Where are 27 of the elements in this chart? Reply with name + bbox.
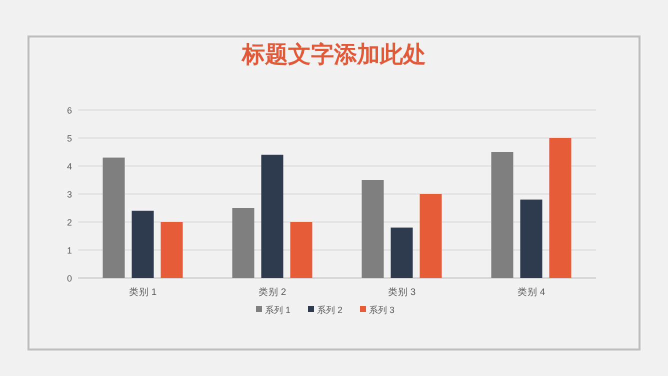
bar [520,200,542,278]
y-tick-label: 6 [66,106,72,116]
bar [390,228,413,278]
legend-label: 系列 1 [265,305,291,315]
y-tick-label: 3 [66,190,72,200]
y-tick-label: 2 [66,218,72,228]
x-tick-label: 类别 3 [388,286,416,298]
bar [420,194,442,278]
y-tick-label: 1 [66,246,72,256]
y-tick-label: 5 [66,134,72,144]
chart-title: 标题文字添加此处 [241,41,426,67]
bar [261,154,284,278]
bar [232,208,254,278]
bar [362,180,384,278]
bar [160,222,183,278]
x-tick-label: 类别 1 [128,286,157,298]
x-tick-label: 类别 4 [517,286,546,298]
bar [491,152,514,278]
bar [549,138,572,278]
legend-label: 系列 3 [369,305,395,315]
x-tick-label: 类别 2 [258,286,286,298]
bar [132,210,154,278]
legend-label: 系列 2 [317,305,343,315]
bar [290,222,312,278]
bar [102,158,125,278]
y-tick-label: 4 [66,162,72,172]
y-tick-label: 0 [66,274,72,284]
